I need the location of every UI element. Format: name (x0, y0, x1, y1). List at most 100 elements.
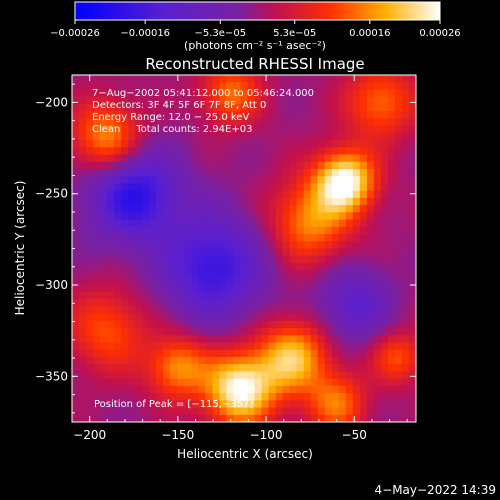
heatmap-cell (93, 255, 101, 264)
heatmap-cell (331, 226, 340, 235)
heatmap-cell (219, 364, 228, 372)
heatmap-cell (352, 320, 361, 329)
x-tick-label: −150 (161, 428, 194, 442)
heatmap-cell (338, 154, 347, 163)
heatmap-cell (331, 407, 340, 416)
heatmap-cell (170, 103, 178, 112)
heatmap-cell (268, 147, 277, 156)
heatmap-cell (219, 125, 228, 134)
heatmap-cell (275, 335, 284, 344)
heatmap-cell (170, 212, 178, 221)
heatmap-cell (163, 89, 171, 98)
heatmap-cell (156, 241, 164, 250)
heatmap-cell (303, 241, 312, 250)
heatmap-cell (254, 349, 263, 358)
heatmap-cell (282, 270, 291, 279)
heatmap-cell (408, 205, 416, 213)
heatmap-cell (268, 161, 277, 170)
heatmap-cell (170, 378, 178, 387)
heatmap-cell (324, 385, 333, 394)
heatmap-cell (359, 103, 368, 112)
heatmap-cell (254, 320, 263, 329)
heatmap-cell (135, 284, 143, 293)
heatmap-cell (394, 299, 403, 307)
heatmap-cell (296, 356, 305, 365)
heatmap-plot (72, 75, 416, 422)
heatmap-cell (72, 118, 80, 127)
heatmap-cell (401, 111, 410, 119)
heatmap-cell (261, 103, 270, 112)
heatmap-cell (121, 371, 129, 380)
heatmap-cell (359, 125, 368, 134)
heatmap-cell (275, 147, 284, 156)
heatmap-cell (380, 385, 389, 394)
heatmap-cell (275, 349, 284, 358)
heatmap-cell (177, 313, 185, 322)
heatmap-cell (219, 414, 228, 422)
heatmap-cell (219, 234, 228, 242)
heatmap-cell (191, 125, 199, 134)
heatmap-cell (373, 306, 382, 315)
heatmap-cell (149, 306, 157, 315)
heatmap-cell (93, 125, 101, 134)
heatmap-cell (107, 118, 115, 127)
heatmap-cell (107, 241, 115, 250)
heatmap-cell (254, 277, 263, 286)
heatmap-cell (177, 356, 185, 365)
heatmap-cell (121, 197, 129, 206)
heatmap-cell (366, 125, 375, 134)
heatmap-cell (380, 349, 389, 358)
heatmap-cell (149, 255, 157, 264)
heatmap-cell (331, 168, 340, 177)
heatmap-cell (254, 313, 263, 322)
heatmap-cell (100, 385, 108, 394)
heatmap-cell (226, 82, 235, 91)
heatmap-cell (212, 89, 221, 98)
heatmap-cell (156, 306, 164, 315)
heatmap-cell (268, 176, 277, 185)
heatmap-cell (86, 197, 94, 206)
heatmap-cell (324, 96, 333, 105)
heatmap-cell (296, 342, 305, 351)
heatmap-cell (226, 320, 235, 329)
heatmap-cell (380, 262, 389, 271)
heatmap-cell (282, 364, 291, 372)
heatmap-cell (352, 234, 361, 242)
heatmap-cell (149, 118, 157, 127)
heatmap-cell (191, 168, 199, 177)
heatmap-cell (408, 335, 416, 344)
heatmap-cell (401, 147, 410, 156)
heatmap-cell (261, 378, 270, 387)
heatmap-cell (345, 313, 354, 322)
heatmap-cell (128, 349, 136, 358)
heatmap-cell (387, 270, 396, 279)
heatmap-cell (149, 291, 157, 300)
heatmap-cell (331, 378, 340, 387)
heatmap-cell (282, 226, 291, 235)
heatmap-cell (275, 205, 284, 213)
heatmap-cell (324, 168, 333, 177)
heatmap-cell (373, 342, 382, 351)
heatmap-cell (317, 226, 326, 235)
heatmap-cell (338, 262, 347, 271)
heatmap-cell (247, 154, 256, 163)
heatmap-cell (289, 335, 298, 344)
heatmap-cell (310, 342, 319, 351)
heatmap-cell (142, 82, 150, 91)
heatmap-cell (135, 226, 143, 235)
heatmap-cell (310, 255, 319, 264)
heatmap-cell (86, 371, 94, 380)
heatmap-cell (240, 320, 249, 329)
heatmap-cell (240, 241, 249, 250)
heatmap-cell (310, 393, 319, 401)
heatmap-cell (170, 168, 178, 177)
heatmap-cell (275, 183, 284, 192)
heatmap-cell (205, 378, 214, 387)
heatmap-cell (205, 96, 214, 105)
heatmap-cell (303, 176, 312, 185)
heatmap-cell (205, 205, 214, 213)
heatmap-cell (233, 89, 242, 98)
heatmap-cell (359, 270, 368, 279)
heatmap-cell (247, 197, 256, 206)
heatmap-cell (345, 234, 354, 242)
